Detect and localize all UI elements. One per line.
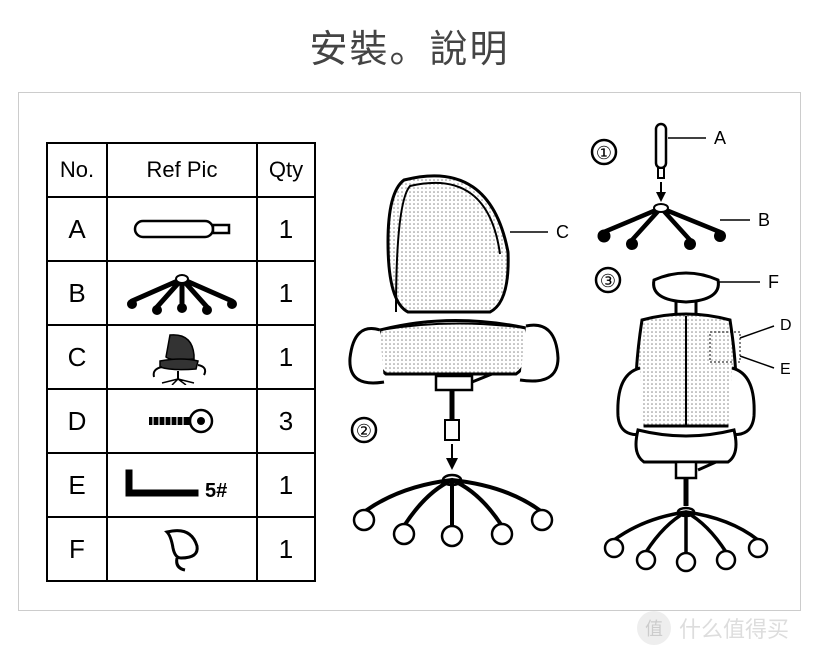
assembly-diagram: ① A B: [330, 118, 794, 594]
svg-text:B: B: [758, 210, 770, 230]
row-no: C: [47, 325, 107, 389]
svg-text:5#: 5#: [205, 480, 227, 502]
row-qty: 1: [257, 453, 315, 517]
table-row: C 1: [47, 325, 315, 389]
table-row: D 3: [47, 389, 315, 453]
row-no: B: [47, 261, 107, 325]
allenkey-icon: 5#: [107, 453, 257, 517]
svg-text:F: F: [768, 272, 779, 292]
watermark-icon: 值: [637, 611, 671, 645]
base-icon: [107, 261, 257, 325]
parts-table: No. Ref Pic Qty A 1 B: [46, 142, 316, 582]
row-no: D: [47, 389, 107, 453]
svg-text:D: D: [780, 317, 792, 334]
table-row: E 5# 1: [47, 453, 315, 517]
th-qty: Qty: [257, 143, 315, 197]
row-qty: 1: [257, 197, 315, 261]
headrest-icon: [107, 517, 257, 581]
step-2: C ②: [350, 176, 569, 546]
step-1: ① A B: [592, 124, 770, 250]
row-qty: 1: [257, 261, 315, 325]
svg-text:①: ①: [596, 143, 612, 163]
table-row: F 1: [47, 517, 315, 581]
th-no: No.: [47, 143, 107, 197]
row-no: F: [47, 517, 107, 581]
th-pic: Ref Pic: [107, 143, 257, 197]
row-qty: 1: [257, 325, 315, 389]
svg-text:③: ③: [600, 271, 616, 291]
seat-icon: [107, 325, 257, 389]
svg-text:②: ②: [356, 421, 372, 441]
cylinder-icon: [107, 197, 257, 261]
bolt-icon: [107, 389, 257, 453]
svg-text:C: C: [556, 222, 569, 242]
table-row: B 1: [47, 261, 315, 325]
step-3: ③ F D E: [596, 268, 792, 571]
page-title: 安裝。說明: [0, 0, 819, 73]
row-no: E: [47, 453, 107, 517]
svg-text:E: E: [780, 361, 791, 378]
watermark-text: 什么值得买: [679, 612, 789, 644]
svg-text:A: A: [714, 128, 726, 148]
row-no: A: [47, 197, 107, 261]
watermark: 值 什么值得买: [637, 611, 789, 645]
row-qty: 3: [257, 389, 315, 453]
table-row: A 1: [47, 197, 315, 261]
row-qty: 1: [257, 517, 315, 581]
